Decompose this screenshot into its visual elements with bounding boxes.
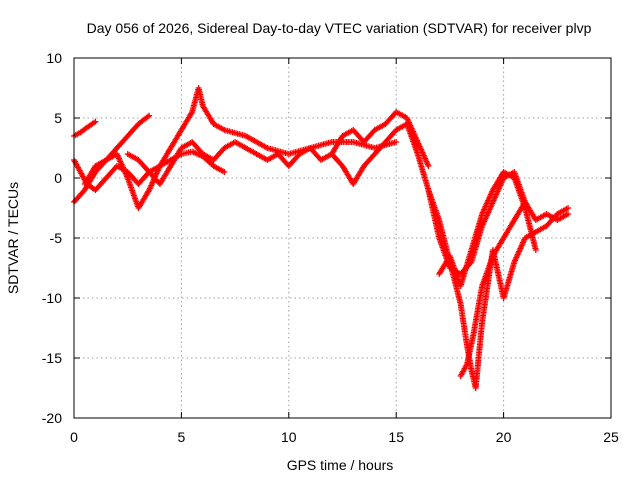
- data-point-trace: [144, 113, 151, 120]
- y-tick-label: -20: [42, 410, 62, 426]
- chart-title: Day 056 of 2026, Sidereal Day-to-day VTE…: [87, 20, 592, 36]
- data-points: [71, 85, 572, 391]
- data-point: [146, 112, 153, 119]
- series-track-d: [81, 85, 400, 211]
- data-point: [532, 247, 539, 253]
- x-tick-label: 25: [603, 429, 619, 445]
- y-tick-label: 5: [54, 110, 62, 126]
- x-tick-label: 10: [281, 429, 297, 445]
- data-point: [92, 118, 99, 125]
- data-point-trace: [188, 110, 195, 117]
- x-axis-label: GPS time / hours: [287, 457, 394, 473]
- y-tick-label: 0: [54, 170, 62, 186]
- axis-ticks: 0 5 10 15 20 25 -20 -15 -10 -5 0 5 10: [42, 50, 619, 445]
- data-point: [565, 211, 572, 217]
- series-track-i: [457, 199, 529, 379]
- x-tick-label: 0: [70, 429, 78, 445]
- data-point-trace: [521, 200, 528, 207]
- x-tick-label: 15: [388, 429, 404, 445]
- data-point: [522, 199, 529, 205]
- data-point: [425, 163, 432, 169]
- x-tick-label: 20: [496, 429, 512, 445]
- y-tick-label: -5: [50, 230, 63, 246]
- y-tick-label: -10: [42, 290, 62, 306]
- data-point: [221, 169, 228, 175]
- y-tick-label: -15: [42, 350, 62, 366]
- data-point: [393, 139, 400, 145]
- y-tick-label: 10: [46, 50, 62, 66]
- x-tick-label: 5: [178, 429, 186, 445]
- data-point: [565, 205, 572, 211]
- y-axis-label: SDTVAR / TECUs: [5, 182, 21, 294]
- series-track-e: [124, 109, 432, 187]
